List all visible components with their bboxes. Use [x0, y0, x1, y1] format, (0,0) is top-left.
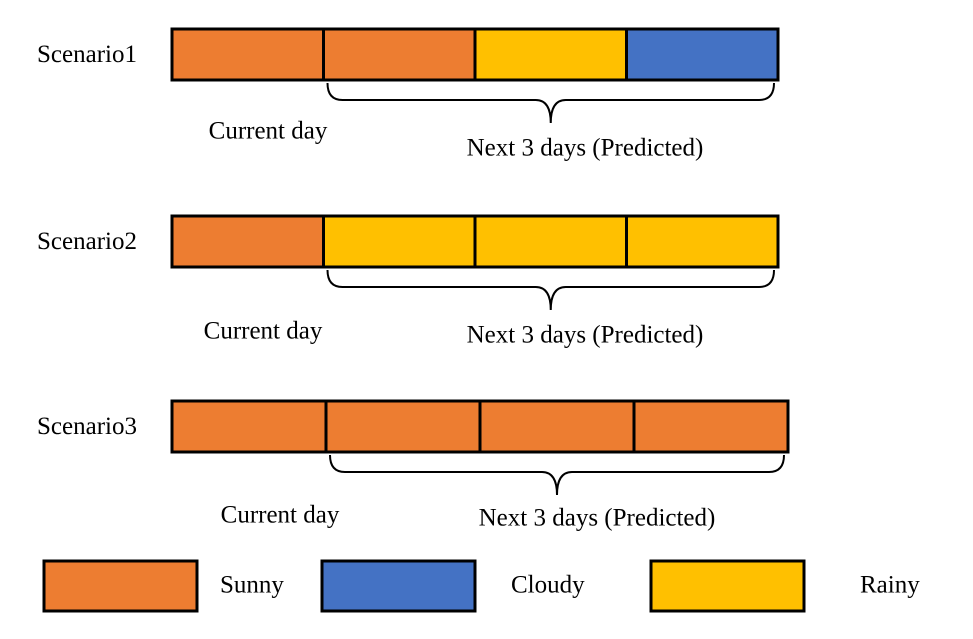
day-cell: [322, 214, 477, 269]
current-day-label: Current day: [221, 502, 340, 529]
day-cell: [170, 214, 325, 269]
next-days-label: Next 3 days (Predicted): [479, 505, 716, 532]
day-cell: [473, 214, 628, 269]
next-days-label: Next 3 days (Predicted): [467, 135, 704, 162]
day-cell: [625, 214, 780, 269]
legend-label: Rainy: [860, 572, 920, 599]
day-cell: [170, 27, 325, 82]
day-cell: [473, 27, 628, 82]
current-day-label: Current day: [209, 118, 328, 145]
day-cell: [478, 399, 636, 454]
day-cell: [632, 399, 790, 454]
legend-label: Cloudy: [511, 572, 585, 599]
brace: [326, 82, 775, 124]
legend-swatch: [649, 559, 806, 613]
legend-label: Sunny: [220, 572, 284, 599]
day-cell: [322, 27, 477, 82]
brace: [326, 269, 775, 311]
day-cell: [324, 399, 482, 454]
scenario-label: Scenario3: [37, 413, 137, 440]
legend-swatch: [320, 559, 477, 613]
next-days-label: Next 3 days (Predicted): [467, 322, 704, 349]
scenario-label: Scenario2: [37, 228, 137, 255]
day-cell: [170, 399, 328, 454]
day-cell: [625, 27, 780, 82]
current-day-label: Current day: [204, 318, 323, 345]
brace: [329, 454, 785, 496]
legend-swatch: [42, 559, 199, 613]
scenario-label: Scenario1: [37, 41, 137, 68]
